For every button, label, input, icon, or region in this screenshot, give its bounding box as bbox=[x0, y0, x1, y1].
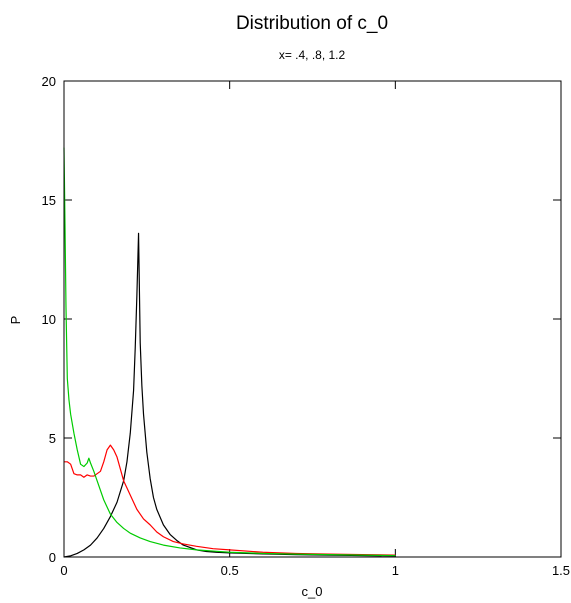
x-tick-label: 1 bbox=[392, 563, 399, 578]
chart-subtitle: x= .4, .8, 1.2 bbox=[279, 48, 346, 62]
x-tick-label: 0 bbox=[60, 563, 67, 578]
x-tick-label: 1.5 bbox=[552, 563, 570, 578]
y-axis-label: P bbox=[8, 316, 23, 325]
series-lines bbox=[63, 147, 396, 558]
y-tick-label: 0 bbox=[49, 550, 56, 565]
series-line-2 bbox=[64, 444, 396, 556]
series-line-3 bbox=[63, 147, 396, 557]
y-tick-label: 15 bbox=[42, 193, 56, 208]
plot-frame bbox=[63, 80, 562, 558]
y-tick-label: 20 bbox=[42, 74, 56, 89]
axis-ticks: 0 0.5 1 1.5 0 5 10 15 20 bbox=[42, 74, 571, 578]
y-tick-label: 10 bbox=[42, 312, 56, 327]
chart-title: Distribution of c_0 bbox=[236, 13, 388, 34]
x-tick-label: 0.5 bbox=[221, 563, 239, 578]
y-tick-label: 5 bbox=[49, 431, 56, 446]
x-axis-label: c_0 bbox=[302, 584, 323, 599]
series-line-1 bbox=[63, 232, 396, 558]
